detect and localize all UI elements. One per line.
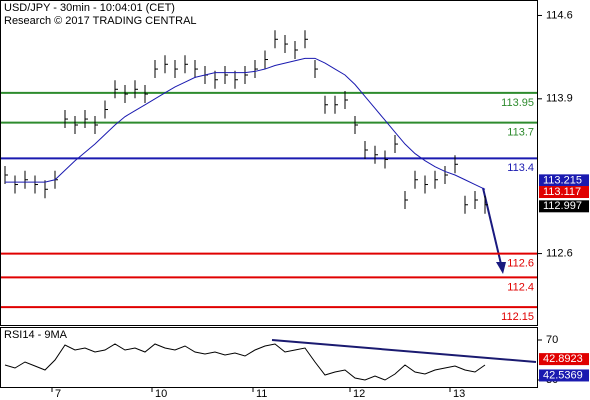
price-marker-label: 113.117	[543, 186, 581, 198]
rsi-marker-label: 42.8923	[543, 353, 583, 365]
arrow-head	[496, 262, 506, 274]
forecast-arrow	[482, 187, 502, 265]
price-marker-label: 112.997	[543, 200, 582, 212]
chart-title: USD/JPY - 30min - 10:04:01 (CET)	[4, 2, 175, 14]
rsi-title: RSI14 - 9MA	[4, 329, 68, 341]
rsi-marker	[539, 353, 589, 366]
rsi-marker	[539, 369, 589, 382]
price-marker	[539, 186, 589, 199]
chart-subtitle: Research © 2017 TRADING CENTRAL	[4, 15, 197, 27]
y-tick-label: 114.6	[546, 9, 573, 21]
price-pane	[0, 0, 538, 326]
x-tick-label: 11	[256, 388, 267, 400]
level-label: 113.95	[501, 97, 534, 109]
level-label: 112.6	[507, 257, 534, 269]
level-label: 113.7	[507, 127, 534, 139]
level-label: 113.4	[507, 162, 534, 174]
rsi-marker-label: 42.5369	[543, 369, 583, 381]
y-tick-label: 113.9	[546, 93, 573, 105]
price-marker-label: 113.215	[543, 174, 582, 186]
x-tick-label: 10	[155, 388, 167, 400]
y-tick-label: 112.6	[546, 247, 573, 259]
price-marker	[539, 200, 589, 213]
ma-line	[5, 57, 486, 190]
price-marker	[539, 174, 589, 187]
x-tick-label: 7	[55, 388, 61, 400]
level-label: 112.4	[507, 281, 534, 293]
level-label: 112.15	[501, 311, 534, 323]
x-tick-label: 12	[353, 388, 365, 400]
x-tick-label: 13	[453, 388, 465, 400]
rsi-line	[4, 343, 486, 381]
rsi-tick-label: 70	[546, 334, 558, 346]
rsi-trendline	[271, 339, 537, 363]
rsi-pane	[0, 327, 538, 388]
